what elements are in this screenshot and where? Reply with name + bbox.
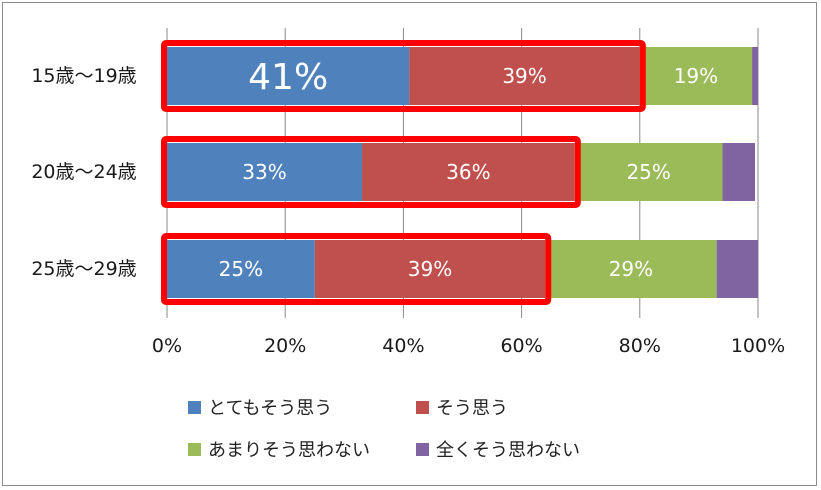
bar-segment-not-really-agree xyxy=(639,47,753,105)
legend-swatch-not-really-agree xyxy=(188,442,201,456)
data-label: 39% xyxy=(502,64,546,88)
legend: とてもそう思う そう思う あまりそう思わない 全くそう思わない xyxy=(188,388,648,468)
x-tick-label: 100% xyxy=(731,335,785,357)
bar-segment-very-much-agree xyxy=(167,240,315,298)
data-label: 25% xyxy=(219,257,263,281)
bar-segment-agree xyxy=(314,240,546,298)
legend-label-not-really-agree: あまりそう思わない xyxy=(208,440,370,461)
bar-segment-agree xyxy=(362,143,575,201)
bar-segment-not-agree-at-all xyxy=(722,143,756,201)
bar-segment-agree xyxy=(409,47,640,105)
x-tick-label: 80% xyxy=(619,335,661,357)
highlight-box xyxy=(161,136,581,208)
legend-label-not-agree-at-all: 全くそう思わない xyxy=(436,440,580,461)
data-label: 19% xyxy=(674,64,718,88)
data-label: 29% xyxy=(609,257,653,281)
data-label: 36% xyxy=(446,160,490,184)
category-label: 15歳〜19歳 xyxy=(31,65,136,87)
legend-label-agree: そう思う xyxy=(436,398,508,419)
highlight-box xyxy=(161,233,552,305)
legend-item-very-much-agree: とてもそう思う xyxy=(188,394,332,420)
category-label: 25歳〜29歳 xyxy=(31,258,136,280)
legend-swatch-very-much-agree xyxy=(188,400,201,414)
data-label: 41% xyxy=(248,57,328,98)
x-tick-label: 20% xyxy=(264,335,306,357)
legend-label-very-much-agree: とてもそう思う xyxy=(208,398,333,419)
data-label: 33% xyxy=(242,160,286,184)
data-label: 25% xyxy=(626,160,670,184)
highlight-box xyxy=(161,40,646,112)
bar-segment-not-really-agree xyxy=(545,240,717,298)
bar-segment-not-really-agree xyxy=(574,143,723,201)
bar-segment-very-much-agree xyxy=(167,47,410,105)
bar-segment-not-agree-at-all xyxy=(752,47,758,105)
bar-segment-very-much-agree xyxy=(167,143,363,201)
data-label: 39% xyxy=(408,257,452,281)
category-label: 20歳〜24歳 xyxy=(31,161,136,183)
legend-item-not-agree-at-all: 全くそう思わない xyxy=(416,436,580,462)
x-tick-label: 0% xyxy=(152,335,182,357)
legend-swatch-not-agree-at-all xyxy=(416,442,429,456)
legend-item-not-really-agree: あまりそう思わない xyxy=(188,436,370,462)
legend-swatch-agree xyxy=(416,400,429,414)
x-tick-label: 40% xyxy=(382,335,424,357)
legend-item-agree: そう思う xyxy=(416,394,508,420)
bar-segment-not-agree-at-all xyxy=(716,240,758,298)
x-tick-label: 60% xyxy=(500,335,542,357)
